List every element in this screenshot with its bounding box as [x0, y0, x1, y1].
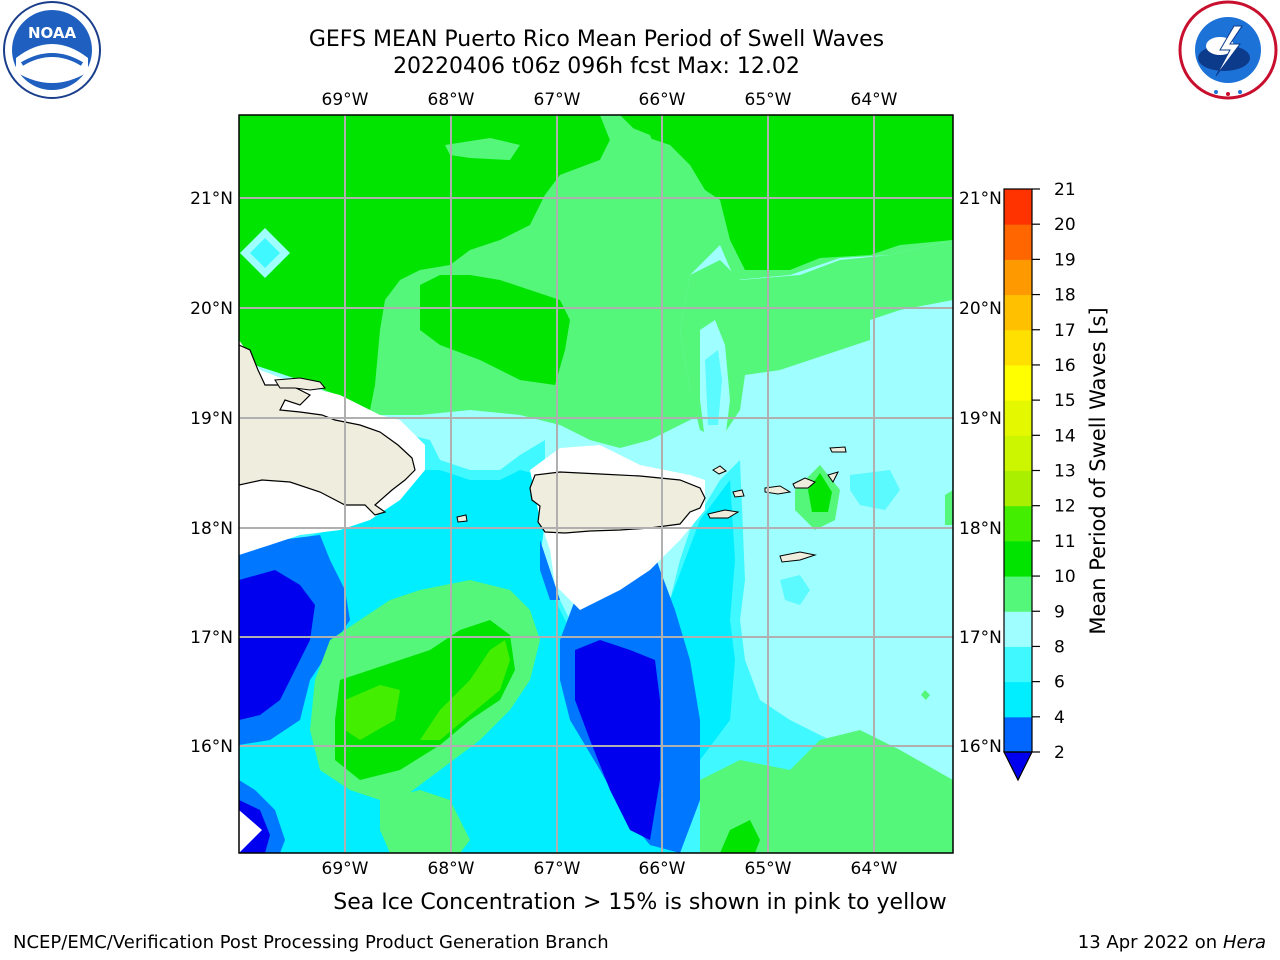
colorbar-band — [1004, 259, 1032, 296]
colorbar-tick-label: 8 — [1054, 637, 1065, 657]
lat-label: 21°N — [959, 189, 1002, 209]
lon-label: 65°W — [745, 859, 792, 879]
lat-labels-right: 21°N 20°N 19°N 18°N 17°N 16°N — [959, 189, 1002, 757]
colorbar-tick-label: 12 — [1054, 497, 1076, 517]
lon-label: 64°W — [851, 859, 898, 879]
lon-label: 67°W — [534, 859, 581, 879]
colorbar-band — [1004, 189, 1032, 225]
colorbar: 2 4 6 8 9 10 11 12 13 14 15 16 17 18 19 20 21 — [1003, 180, 1076, 782]
lon-label: 69°W — [322, 90, 369, 110]
chart-title: GEFS MEAN Puerto Rico Mean Period of Swe… — [308, 27, 885, 52]
chart-subtitle: 20220406 t06z 096h fcst Max: 12.02 — [393, 54, 800, 79]
lat-label: 17°N — [959, 628, 1002, 648]
footer-date: 13 Apr 2022 on Hera — [1078, 932, 1266, 953]
colorbar-band — [1004, 329, 1032, 366]
lat-label: 16°N — [190, 737, 233, 757]
lat-labels-left: 21°N 20°N 19°N 18°N 17°N 16°N — [190, 189, 233, 757]
swell-period-field — [239, 115, 953, 853]
colorbar-band — [1004, 470, 1032, 507]
footer-host: Hera — [1222, 932, 1266, 953]
colorbar-tick-label: 21 — [1054, 180, 1076, 200]
colorbar-band — [1004, 364, 1032, 401]
nws-logo — [1178, 0, 1278, 100]
lon-label: 64°W — [851, 90, 898, 110]
colorbar-tick-label: 20 — [1054, 215, 1076, 235]
lon-label: 66°W — [639, 90, 686, 110]
colorbar-tick-label: 10 — [1054, 567, 1076, 587]
colorbar-band — [1004, 435, 1032, 471]
colorbar-band — [1004, 646, 1032, 683]
colorbar-band — [1004, 505, 1032, 542]
colorbar-tick-label: 13 — [1054, 462, 1076, 482]
colorbar-tick-label: 17 — [1054, 321, 1076, 341]
noaa-logo: NOAA — [3, 1, 101, 99]
lat-label: 19°N — [190, 409, 233, 429]
lon-label: 66°W — [639, 859, 686, 879]
colorbar-band — [1004, 576, 1032, 612]
lat-label: 21°N — [190, 189, 233, 209]
colorbar-tick-label: 14 — [1054, 426, 1076, 446]
map-gridlines — [239, 115, 953, 853]
colorbar-band — [1004, 294, 1032, 331]
colorbar-band — [1004, 611, 1032, 647]
colorbar-tick-label: 19 — [1054, 250, 1076, 270]
colorbar-tick-label: 15 — [1054, 391, 1076, 411]
colorbar-band — [1004, 681, 1032, 718]
colorbar-tick-label: 9 — [1054, 602, 1065, 622]
colorbar-tick-label: 2 — [1054, 743, 1065, 763]
lon-label: 65°W — [745, 90, 792, 110]
lon-label: 69°W — [322, 859, 369, 879]
colorbar-band — [1004, 540, 1032, 577]
map-frame — [238, 114, 954, 854]
colorbar-label: Mean Period of Swell Waves [s] — [1086, 307, 1110, 634]
lon-label: 68°W — [428, 859, 475, 879]
lat-label: 16°N — [959, 737, 1002, 757]
colorbar-band — [1004, 400, 1032, 436]
colorbar-tick-label: 4 — [1054, 708, 1065, 728]
lon-labels-top: 69°W 68°W 67°W 66°W 65°W 64°W — [322, 90, 898, 110]
colorbar-band — [1004, 224, 1032, 260]
colorbar-tick-label: 11 — [1054, 532, 1076, 552]
lon-label: 67°W — [534, 90, 581, 110]
footer-branch: NCEP/EMC/Verification Post Processing Pr… — [13, 932, 609, 953]
colorbar-extend — [1003, 751, 1033, 782]
sea-ice-note: Sea Ice Concentration > 15% is shown in … — [333, 890, 947, 915]
lat-label: 18°N — [959, 519, 1002, 539]
colorbar-tick-label: 6 — [1054, 673, 1065, 693]
lat-label: 17°N — [190, 628, 233, 648]
lon-label: 68°W — [428, 90, 475, 110]
lon-labels-bottom: 69°W 68°W 67°W 66°W 65°W 64°W — [322, 859, 898, 879]
lat-label: 19°N — [959, 409, 1002, 429]
lat-label: 20°N — [190, 299, 233, 319]
colorbar-tick-label: 16 — [1054, 356, 1076, 376]
lat-label: 20°N — [959, 299, 1002, 319]
colorbar-band — [1004, 716, 1032, 753]
lat-label: 18°N — [190, 519, 233, 539]
dark-green-north-region — [239, 115, 610, 410]
svg-text:NOAA: NOAA — [28, 24, 77, 42]
colorbar-tick-label: 18 — [1054, 286, 1076, 306]
footer-date-text: 13 Apr 2022 on — [1077, 932, 1218, 953]
